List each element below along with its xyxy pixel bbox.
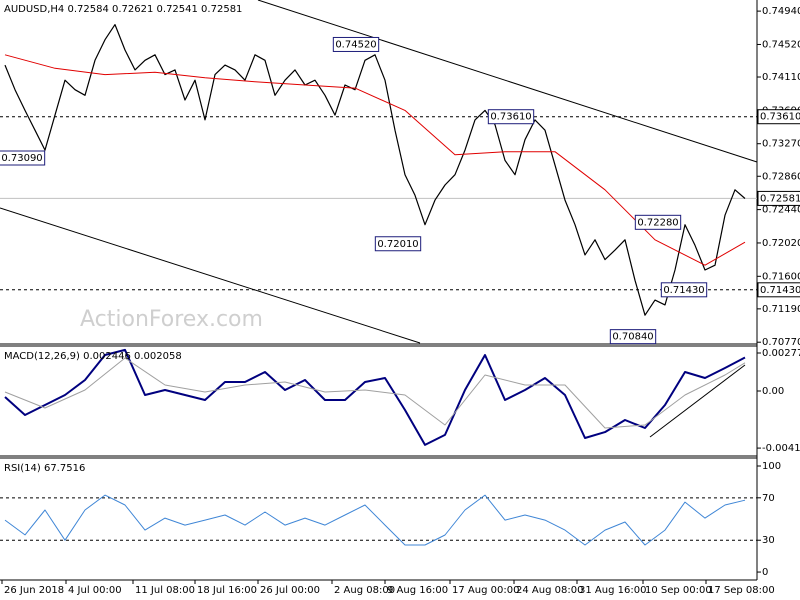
x-tick-label: 26 Jul 00:00	[260, 585, 320, 596]
y-tick-label: 0.73270	[762, 139, 800, 150]
y-tick-label: 0.74110	[762, 72, 800, 83]
panel-title: RSI(14) 67.7516	[4, 463, 85, 474]
x-tick-label: 11 Jul 08:00	[135, 585, 195, 596]
series-line	[4, 357, 746, 429]
price-annotation: 0.72280	[637, 217, 678, 228]
price-annotation: 0.70840	[612, 332, 653, 343]
price-annotation-box	[0, 150, 46, 166]
panel-title: MACD(12,26,9) 0.002446 0.002058	[4, 351, 182, 362]
price-annotation-box	[634, 214, 682, 230]
series-line	[4, 24, 746, 316]
x-tick-label: 24 Aug 08:00	[516, 585, 583, 596]
y-tick-label: 0.74520	[762, 39, 800, 50]
price-annotation: 0.73610	[490, 112, 531, 123]
x-tick-label: 26 Jun 2018	[4, 585, 64, 596]
x-tick-label: 17 Sep 08:00	[708, 585, 775, 596]
y-tick-label: 0.00	[762, 386, 784, 397]
x-tick-label: 4 Jul 00:00	[68, 585, 122, 596]
x-tick-label: 9 Aug 16:00	[387, 585, 448, 596]
price-annotation-box	[660, 282, 708, 298]
y-tick-label: 30	[762, 535, 775, 546]
x-tick-label: 10 Sep 00:00	[645, 585, 712, 596]
y-tick-label: 0.71190	[762, 304, 800, 315]
current-price-label-box	[757, 190, 800, 206]
series-line	[4, 54, 746, 266]
y-tick-label: -0.00417	[762, 443, 800, 454]
y-tick-label: 0.70770	[762, 337, 800, 348]
price-annotation-box	[374, 236, 422, 252]
level-label: 0.73610	[760, 112, 800, 123]
price-annotation: 0.74520	[335, 39, 376, 50]
trendline	[649, 364, 746, 438]
trendline	[0, 207, 421, 344]
panel-title: AUDUSD,H4 0.72584 0.72621 0.72541 0.7258…	[4, 4, 242, 15]
y-tick-label: 0.71600	[762, 271, 800, 282]
series-line	[4, 348, 746, 446]
x-tick-label: 31 Aug 16:00	[579, 585, 646, 596]
series-line	[4, 494, 746, 546]
watermark: ActionForex.com	[80, 307, 263, 332]
level-label-box	[757, 109, 800, 125]
price-annotation: 0.72010	[377, 239, 418, 250]
y-tick-label: 0.72440	[762, 205, 800, 216]
x-tick-label: 2 Aug 08:00	[334, 585, 395, 596]
price-annotation-box	[487, 109, 535, 125]
y-tick-label: 100	[762, 461, 781, 472]
y-tick-label: 0	[762, 567, 768, 578]
y-tick-label: 0.72860	[762, 171, 800, 182]
y-tick-label: 0.002776	[762, 348, 800, 359]
price-annotation-box	[609, 329, 657, 345]
x-tick-label: 17 Aug 00:00	[452, 585, 519, 596]
trendline	[257, 0, 758, 163]
y-tick-label: 0.72020	[762, 238, 800, 249]
level-label: 0.71430	[760, 285, 800, 296]
level-label-box	[757, 282, 800, 298]
price-annotation: 0.73090	[1, 153, 42, 164]
y-tick-label: 70	[762, 493, 775, 504]
y-tick-label: 0.74940	[762, 6, 800, 17]
current-price-label: 0.72581	[760, 193, 800, 204]
price-annotation: 0.71430	[663, 285, 704, 296]
x-tick-label: 18 Jul 16:00	[197, 585, 257, 596]
price-annotation-box	[332, 36, 380, 52]
